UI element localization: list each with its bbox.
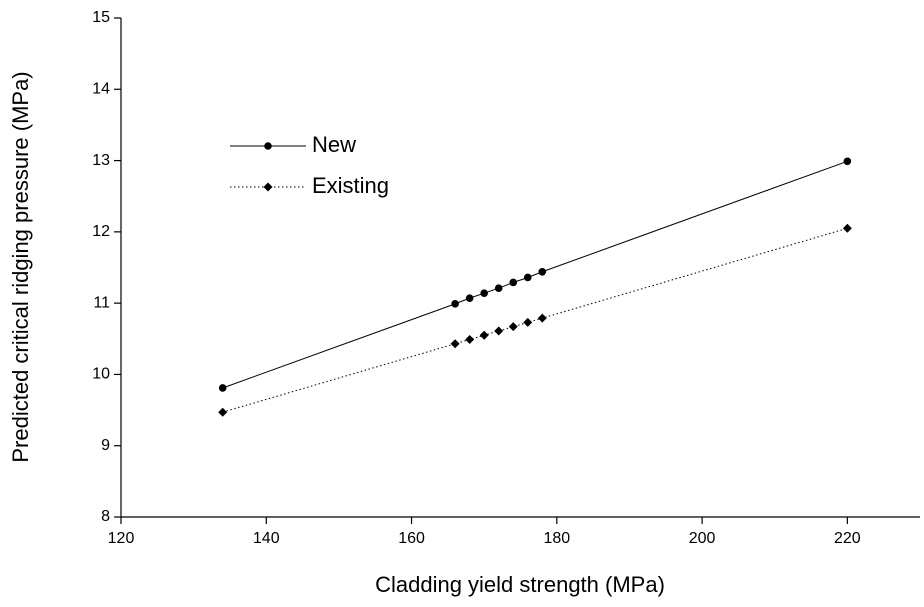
legend-label: New [312, 132, 356, 157]
marker [480, 289, 488, 297]
marker [494, 326, 504, 336]
marker [843, 157, 852, 166]
legend-label: Existing [312, 173, 389, 198]
marker [537, 313, 547, 323]
x-tick-label: 120 [108, 530, 135, 547]
series-line [222, 227, 848, 413]
x-tick-label: 220 [834, 530, 861, 547]
x-tick-label: 160 [398, 530, 425, 547]
y-tick-label: 12 [92, 223, 110, 240]
marker [263, 182, 273, 192]
marker [450, 339, 460, 349]
marker [218, 384, 227, 392]
marker [451, 300, 459, 308]
marker [465, 294, 474, 302]
x-tick-label: 180 [543, 530, 570, 547]
marker [218, 407, 228, 417]
marker [538, 267, 547, 276]
y-tick-label: 10 [92, 366, 110, 383]
marker [465, 334, 475, 344]
y-tick-label: 15 [92, 9, 110, 26]
marker [523, 273, 532, 282]
x-tick-label: 200 [689, 530, 716, 547]
y-tick-label: 14 [92, 81, 110, 98]
y-tick-label: 8 [101, 508, 110, 525]
marker [842, 223, 852, 233]
x-axis-title: Cladding yield strength (MPa) [375, 572, 665, 597]
marker [523, 317, 533, 327]
marker [494, 284, 503, 292]
y-tick-label: 9 [101, 437, 110, 454]
marker [508, 322, 518, 332]
y-axis-title: Predicted critical ridging pressure (MPa… [8, 71, 33, 462]
marker [509, 278, 518, 287]
marker [264, 142, 272, 150]
x-tick-label: 140 [253, 530, 280, 547]
y-tick-label: 13 [92, 152, 110, 169]
y-tick-label: 11 [93, 294, 110, 311]
marker [479, 330, 489, 340]
